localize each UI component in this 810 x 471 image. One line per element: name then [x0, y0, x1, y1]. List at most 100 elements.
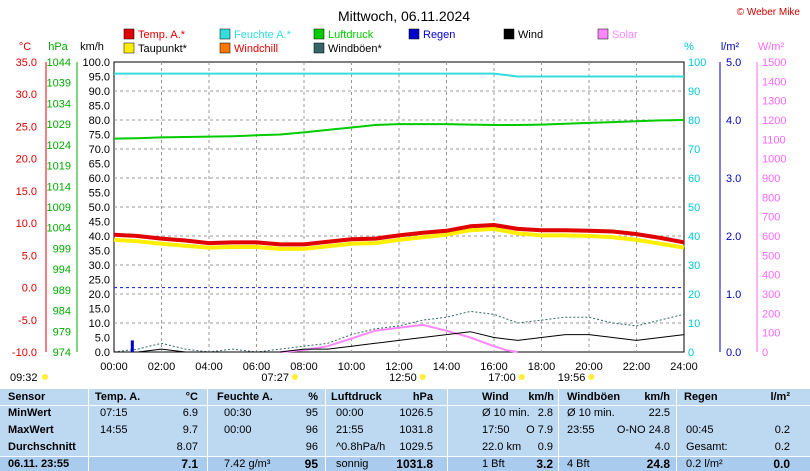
- solar-tick-label: 500: [762, 250, 780, 262]
- wind-tick-label: 60.0: [89, 173, 110, 185]
- solar-tick-label: 200: [762, 308, 780, 320]
- temp-tick-label: -5.0: [18, 315, 37, 327]
- wind-tick-label: 80.0: [89, 115, 110, 127]
- solar-unit-label: W/m²: [758, 41, 785, 53]
- x-tick-label: 04:00: [195, 361, 223, 373]
- x-tick-label: 16:00: [480, 361, 508, 373]
- series-line-luftdruck: [113, 119, 685, 140]
- temp-tick-label: 10.0: [16, 218, 37, 230]
- table-value: 23:55: [567, 424, 595, 436]
- humidity-tick-label: 20: [688, 289, 700, 301]
- table-header: Regen: [684, 391, 718, 403]
- humidity-tick-label: 80: [688, 115, 700, 127]
- x-tick-label: 20:00: [575, 361, 603, 373]
- pressure-tick-label: 979: [53, 326, 71, 338]
- solar-tick-label: 700: [762, 212, 780, 224]
- humidity-tick-label: 100: [688, 57, 706, 69]
- table-header: l/m²: [770, 391, 790, 403]
- wind-tick-label: 85.0: [89, 101, 110, 113]
- table-row-label: Durchschnitt: [8, 441, 76, 453]
- humidity-tick-label: 70: [688, 144, 700, 156]
- table-value: 24.8: [646, 457, 670, 471]
- pressure-tick-label: 1009: [47, 202, 71, 214]
- legend-swatch: [313, 42, 325, 54]
- legend-label: Windchill: [234, 43, 278, 55]
- data-series: [113, 72, 685, 353]
- x-tick-label: 02:00: [148, 361, 176, 373]
- table-value: 1031.8: [399, 424, 433, 436]
- x-tick-label: 06:00: [243, 361, 271, 373]
- table-row-separator: [0, 405, 810, 406]
- table-value: 4 Bft: [567, 458, 590, 470]
- table-header: °C: [185, 391, 198, 403]
- table-value: 8.07: [176, 441, 198, 453]
- wind-tick-label: 45.0: [89, 217, 110, 229]
- table-value: 7.1: [181, 457, 198, 471]
- table-value: Gesamt:: [686, 441, 728, 453]
- table-separator: [325, 389, 326, 471]
- x-tick-label: 08:00: [290, 361, 318, 373]
- rain-tick-label: 4.0: [726, 115, 741, 127]
- table-separator: [676, 389, 677, 471]
- temp-unit-label: °C: [19, 41, 31, 53]
- pressure-tick-label: 999: [53, 243, 71, 255]
- table-value: Ø 10 min.: [482, 407, 530, 419]
- axis-units: °C hPa km/h% l/m² W/m²: [19, 41, 785, 53]
- wind-tick-label: 95.0: [89, 72, 110, 84]
- pressure-tick-label: 1039: [47, 78, 71, 90]
- temp-tick-label: 25.0: [16, 121, 37, 133]
- table-value: 00:00: [224, 424, 252, 436]
- pressure-unit-label: hPa: [48, 41, 68, 53]
- table-header: Luftdruck: [331, 391, 382, 403]
- pressure-tick-label: 1019: [47, 161, 71, 173]
- table-value: O-NO 24.8: [616, 424, 670, 436]
- legend-label: Luftdruck: [328, 29, 374, 41]
- humidity-tick-label: 10: [688, 318, 700, 330]
- table-value: 0.2 l/m²: [686, 458, 723, 470]
- table-header: Feuchte A.: [217, 391, 273, 403]
- temp-tick-label: 30.0: [16, 89, 37, 101]
- pressure-tick-label: 1004: [47, 223, 71, 235]
- table-header: Temp. A.: [95, 391, 141, 403]
- table-separator: [558, 389, 559, 471]
- table-value: 17:50: [482, 424, 510, 436]
- series-line-solar: [280, 323, 518, 353]
- x-tick-label: 24:00: [670, 361, 698, 373]
- wind-tick-label: 100.0: [82, 57, 110, 69]
- legend-label: Solar: [612, 29, 638, 41]
- table-row-label: 06.11. 23:55: [8, 458, 70, 470]
- table-value: 6.9: [182, 407, 198, 419]
- solar-tick-label: 300: [762, 289, 780, 301]
- rain-tick-label: 1.0: [726, 289, 741, 301]
- pressure-tick-label: 1024: [47, 140, 71, 152]
- legend-label: Taupunkt*: [138, 43, 188, 55]
- table-header: km/h: [528, 391, 554, 403]
- series-line-wind: [114, 331, 685, 353]
- table-value: 0.2: [774, 441, 790, 453]
- table-value: 1031.8: [396, 457, 433, 471]
- table-value: 95: [305, 407, 318, 419]
- rain-tick-label: 5.0: [726, 57, 741, 69]
- event-time-label: 19:56: [558, 372, 586, 384]
- table-value: ^0.8hPa/h: [336, 441, 386, 453]
- table-row-separator: [0, 456, 810, 457]
- humidity-tick-label: 50: [688, 202, 700, 214]
- chart-legend: Temp. A.* Feuchte A.* Luftdruck Regen Wind So…: [123, 28, 638, 55]
- sun-icon: [419, 374, 426, 380]
- tick-labels: 35.0 30.0 25.0 20.0 15.0 10.0 5.0 0.0 -5.0 -10.0 1…: [12, 57, 787, 373]
- solar-tick-label: 0: [762, 347, 768, 359]
- rain-tick-label: 3.0: [726, 173, 741, 185]
- wind-tick-label: 5.0: [95, 333, 110, 345]
- event-marks: 09:32 07:27 12:50 17:00 19:56: [10, 372, 595, 384]
- wind-tick-label: 90.0: [89, 86, 110, 98]
- solar-tick-label: 400: [762, 270, 780, 282]
- table-value: 7.42 g/m³: [224, 458, 271, 470]
- pressure-tick-label: 974: [53, 347, 71, 359]
- solar-tick-label: 1500: [762, 57, 786, 69]
- solar-tick-label: 800: [762, 192, 780, 204]
- temp-tick-label: 15.0: [16, 186, 37, 198]
- table-value: 00:30: [224, 407, 252, 419]
- wind-tick-label: 35.0: [89, 246, 110, 258]
- series-line-taupunkt: [113, 226, 685, 251]
- wind-tick-label: 50.0: [89, 202, 110, 214]
